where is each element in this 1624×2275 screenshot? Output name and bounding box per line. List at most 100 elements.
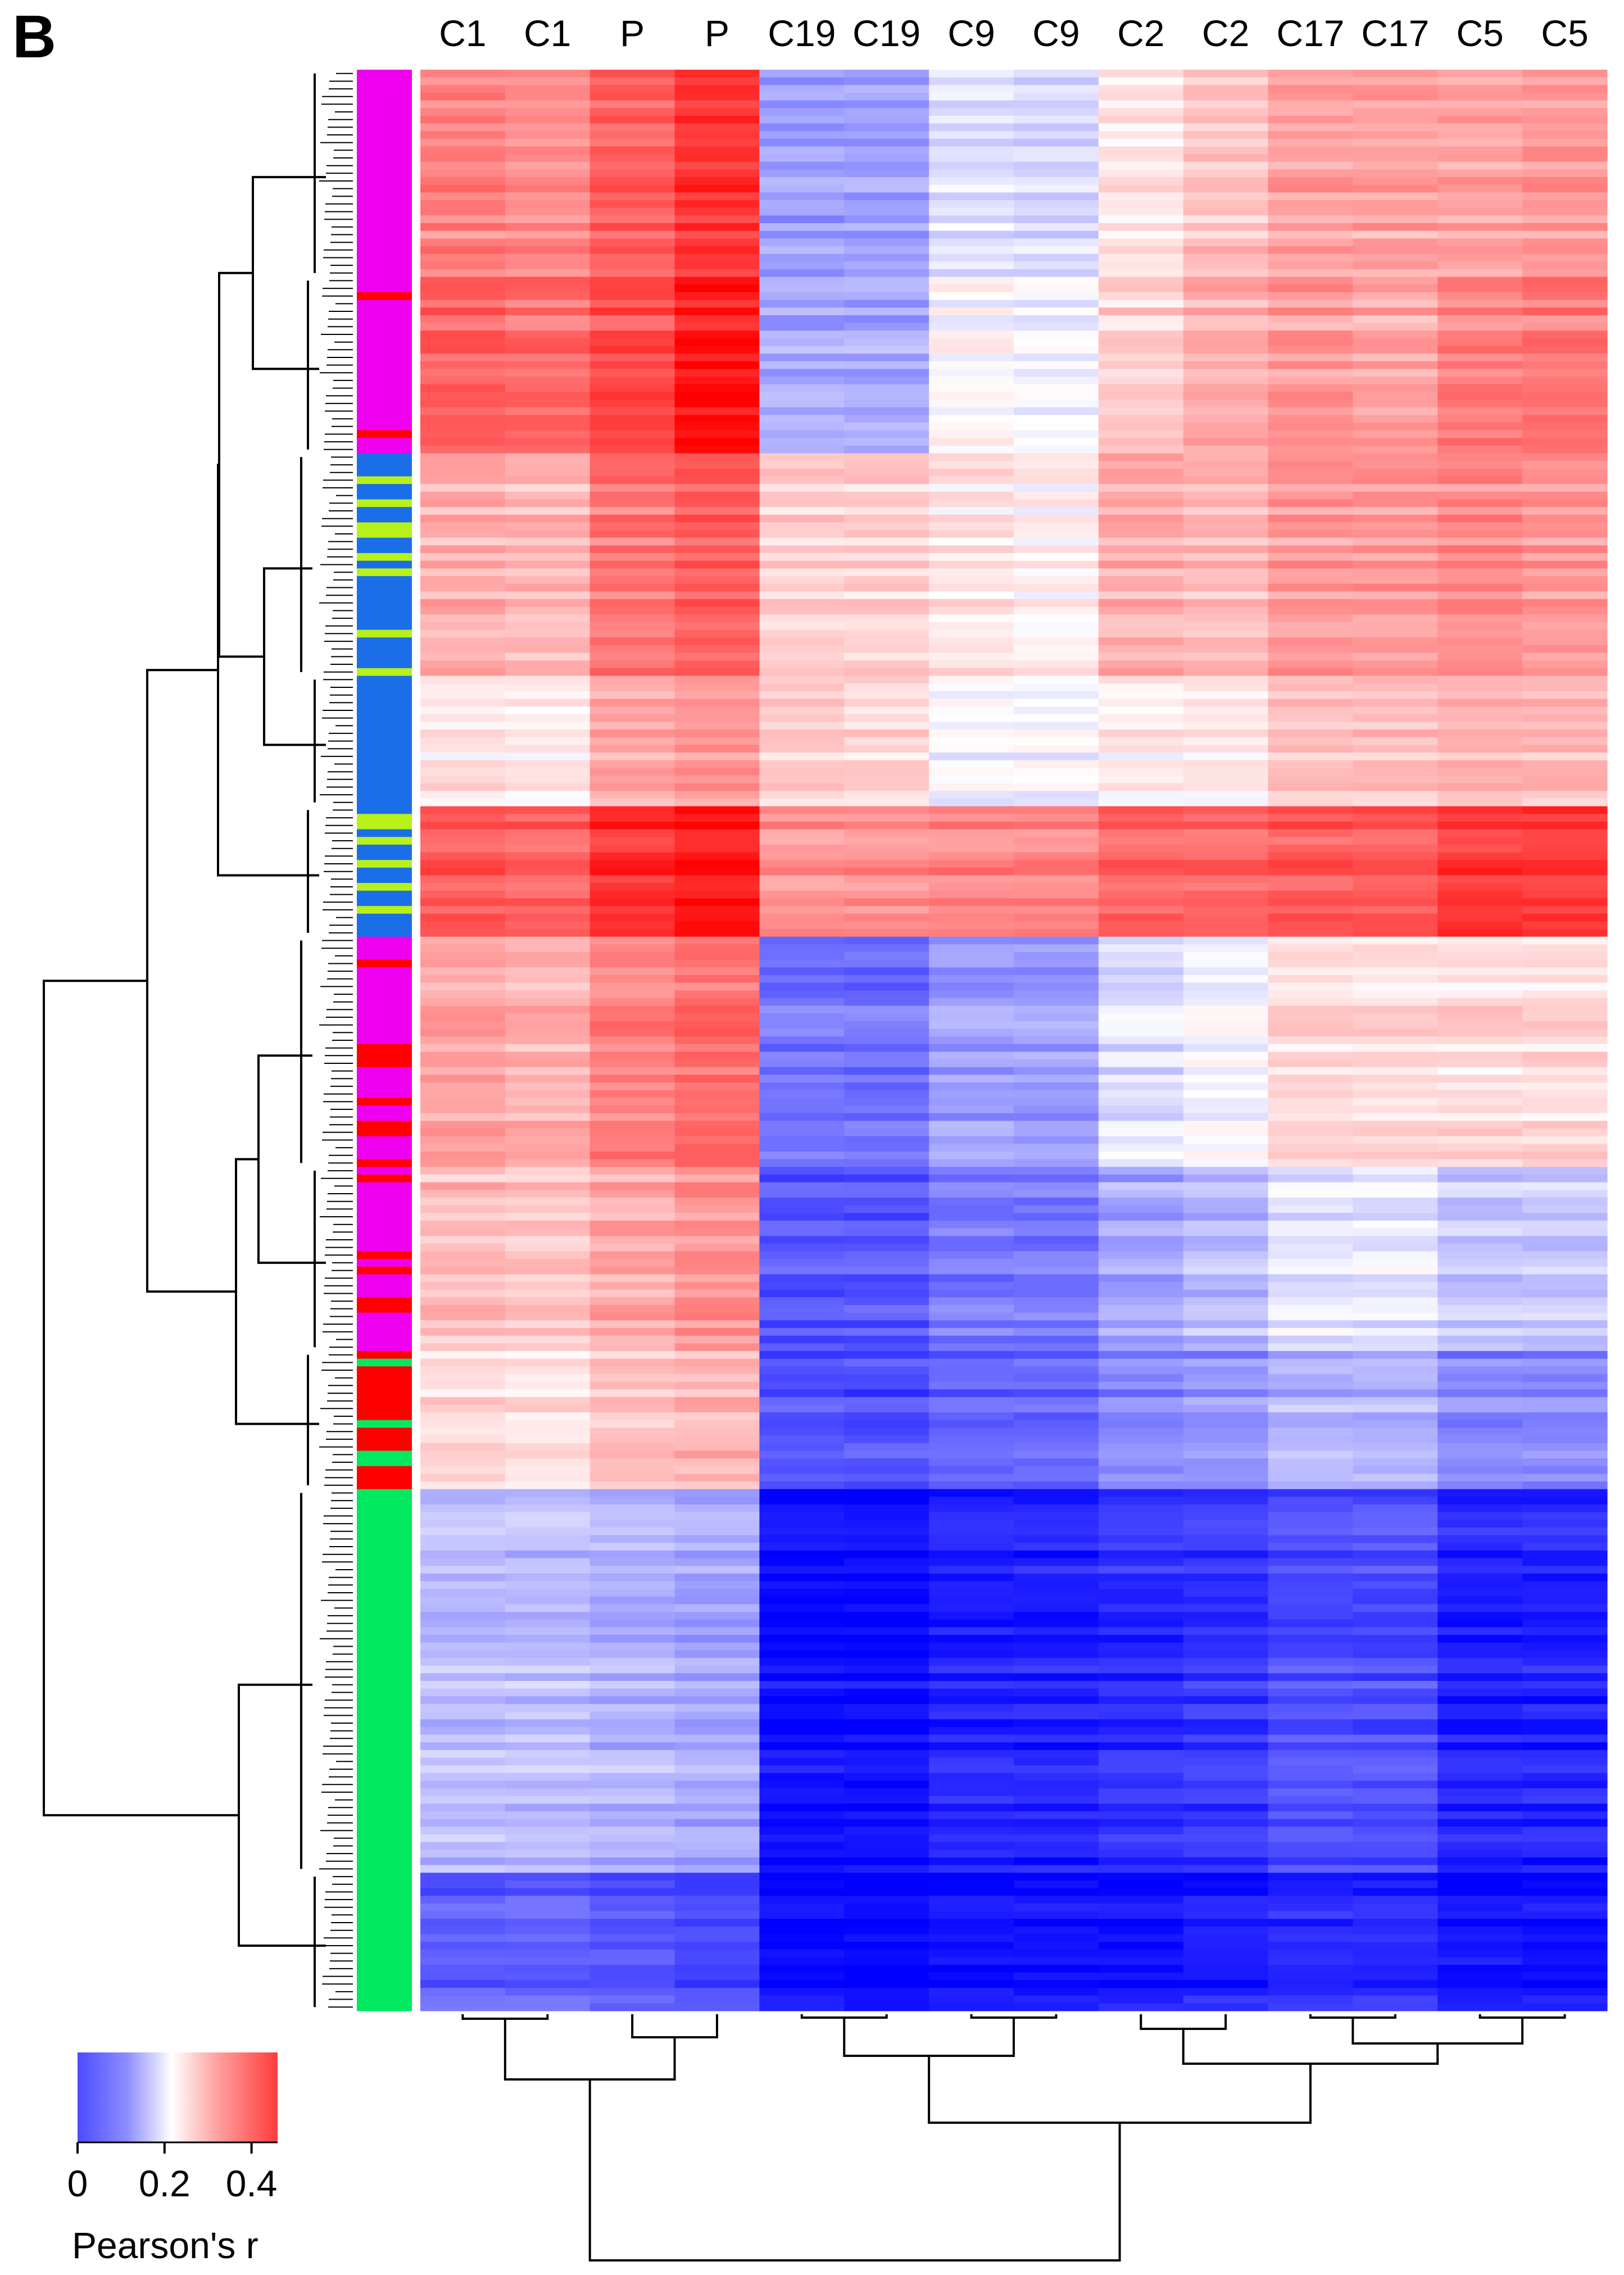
heatmap-cell [1014,591,1099,600]
heatmap-cell [505,1497,591,1505]
heatmap-cell [589,1957,675,1965]
heatmap-cell [929,791,1014,799]
heatmap-cell [1098,338,1184,347]
heatmap-cell [420,1834,506,1843]
heatmap-cell [1522,1251,1608,1259]
heatmap-cell [589,1481,675,1490]
row-dendrogram-link [263,567,315,746]
heatmap-cell [1268,192,1354,201]
heatmap-cell [1014,1044,1099,1053]
heatmap-cell [1098,192,1184,201]
heatmap-cell [759,1259,845,1267]
heatmap-cell [929,1044,1014,1053]
heatmap-cell [420,77,506,85]
cluster-strip-segment [357,1220,412,1229]
heatmap-cell [1268,814,1354,822]
heatmap-cell [420,929,506,937]
heatmap-cell [1522,400,1608,408]
heatmap-cell [844,85,929,93]
heatmap-cell [929,1803,1014,1812]
heatmap-cell [505,898,591,907]
heatmap-cell [759,606,845,615]
heatmap-cell [420,1596,506,1605]
heatmap-cell [420,576,506,584]
heatmap-cell [1268,975,1354,984]
heatmap-cell [420,906,506,914]
heatmap-cell [1098,1481,1184,1490]
column-label: C17 [1361,12,1429,54]
heatmap-cell [1098,1113,1184,1121]
heatmap-cell [844,468,929,477]
heatmap-cell [674,215,760,224]
heatmap-cell [674,875,760,883]
heatmap-cell [1437,277,1523,285]
heatmap-cell [844,806,929,814]
heatmap-cell [505,330,591,339]
heatmap-cell [1437,445,1523,454]
heatmap-cell [505,1604,591,1612]
heatmap-cell [1014,929,1099,937]
heatmap-cell [1183,1604,1269,1612]
heatmap-cell [589,361,675,370]
heatmap-cell [589,1680,675,1689]
heatmap-cell [929,1397,1014,1406]
heatmap-cell [929,1067,1014,1076]
heatmap-cell [1183,1942,1269,1950]
heatmap-cell [420,1642,506,1651]
heatmap-cell [674,461,760,469]
heatmap-cell [1522,1504,1608,1513]
heatmap-cell [505,1059,591,1068]
heatmap-cell [1268,867,1354,876]
heatmap-cell [1522,1067,1608,1076]
heatmap-cell [674,476,760,484]
heatmap-cell [1437,783,1523,791]
heatmap-cell [420,1451,506,1459]
heatmap-cell [844,177,929,185]
heatmap-cell [1437,1873,1523,1881]
heatmap-cell [505,85,591,93]
heatmap-cell [589,1358,675,1367]
heatmap-cell [674,1857,760,1866]
heatmap-cell [420,507,506,515]
heatmap-cell [505,959,591,968]
cluster-strip-segment [357,1320,412,1329]
heatmap-cell [1437,1711,1523,1720]
heatmap-cell [674,645,760,654]
heatmap-cell [844,1220,929,1229]
heatmap-cell [1353,1888,1438,1896]
heatmap-cell [929,1404,1014,1413]
heatmap-cell [1014,1105,1099,1114]
heatmap-cell [759,484,845,492]
heatmap-cell [1522,906,1608,914]
heatmap-cell [1098,1650,1184,1658]
heatmap-cell [1522,1803,1608,1812]
heatmap-cell [505,1711,591,1720]
heatmap-cell [844,1850,929,1858]
heatmap-cell [505,1550,591,1559]
heatmap-cell [1437,1635,1523,1643]
heatmap-cell [759,1765,845,1774]
heatmap-cell [1353,545,1438,554]
heatmap-cell [1183,330,1269,339]
heatmap-cell [1098,1090,1184,1098]
cluster-strip-segment [357,814,412,822]
heatmap-cell [844,215,929,224]
heatmap-cell [589,637,675,646]
heatmap-cell [1522,1497,1608,1505]
heatmap-cell [759,1949,845,1958]
heatmap-cell [1183,1251,1269,1259]
heatmap-cell [1098,491,1184,500]
heatmap-cell [1183,1404,1269,1413]
heatmap-cell [674,883,760,891]
heatmap-cell [589,982,675,991]
heatmap-cell [589,553,675,561]
heatmap-cell [589,1474,675,1482]
heatmap-cell [1183,1673,1269,1682]
heatmap-cell [505,1197,591,1206]
heatmap-cell [1437,1857,1523,1866]
heatmap-cell [1437,1988,1523,1996]
heatmap-cell [674,307,760,316]
heatmap-cell [1268,1182,1354,1190]
heatmap-cell [929,1850,1014,1858]
heatmap-cell [589,1972,675,1981]
